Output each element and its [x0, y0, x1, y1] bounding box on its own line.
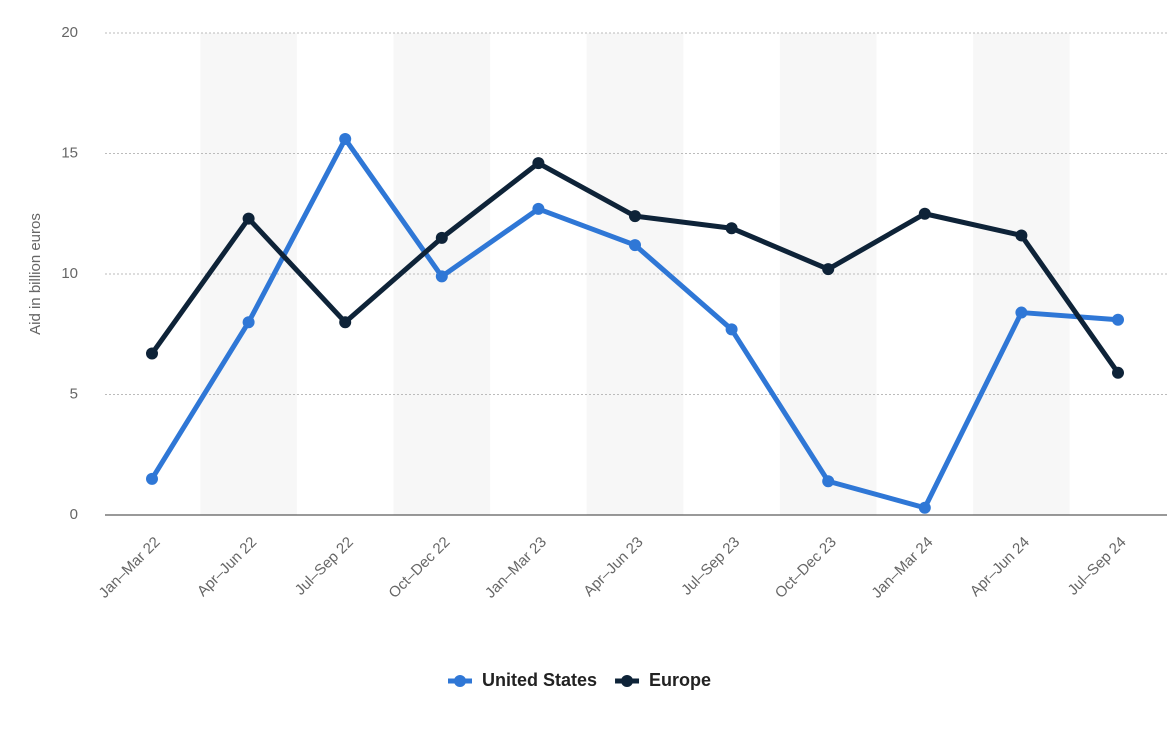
y-tick-label: 15: [61, 144, 78, 161]
data-point: [918, 501, 931, 514]
data-point: [435, 231, 448, 244]
data-point: [822, 475, 835, 488]
data-point: [435, 270, 448, 283]
data-point: [918, 207, 931, 220]
data-point: [339, 316, 352, 329]
x-tick-label: Apr–Jun 22: [194, 534, 260, 600]
data-point: [339, 133, 352, 146]
x-tick-label: Jan–Mar 24: [868, 534, 936, 602]
y-tick-label: 0: [70, 506, 78, 523]
x-tick-label: Jul–Sep 23: [678, 534, 743, 599]
y-tick-label: 5: [70, 385, 78, 402]
data-point: [146, 472, 158, 485]
data-point: [1015, 229, 1028, 242]
legend-marker: [454, 675, 466, 687]
band-shade: [200, 33, 297, 515]
x-tick-label: Oct–Dec 23: [772, 534, 840, 602]
data-point: [725, 323, 738, 336]
x-tick-label: Jan–Mar 23: [482, 534, 550, 602]
legend-label: United States: [482, 670, 597, 690]
x-tick-label: Jul–Sep 24: [1065, 534, 1130, 599]
data-point: [1112, 313, 1124, 326]
x-tick-label: Jul–Sep 22: [292, 534, 357, 599]
y-axis-label: Aid in billion euros: [27, 213, 44, 335]
data-point: [242, 316, 255, 329]
x-tick-label: Jan–Mar 22: [96, 534, 164, 602]
legend-label: Europe: [649, 670, 711, 690]
legend-item: United States: [448, 670, 597, 690]
data-point: [629, 210, 641, 223]
data-point: [629, 239, 641, 252]
data-point: [822, 263, 835, 276]
x-tick-label: Apr–Jun 24: [967, 534, 1033, 600]
data-point: [1015, 306, 1028, 319]
legend-item: Europe: [615, 670, 711, 690]
y-tick-label: 20: [61, 24, 78, 41]
data-point: [1112, 366, 1124, 379]
data-point: [242, 212, 255, 225]
x-tick-label: Oct–Dec 22: [385, 534, 453, 602]
data-point: [532, 157, 545, 170]
x-tick-label: Apr–Jun 23: [580, 534, 646, 600]
data-point: [725, 222, 738, 235]
data-point: [146, 347, 158, 360]
data-point: [532, 202, 545, 215]
y-tick-label: 10: [61, 265, 78, 282]
legend-marker: [621, 675, 634, 687]
